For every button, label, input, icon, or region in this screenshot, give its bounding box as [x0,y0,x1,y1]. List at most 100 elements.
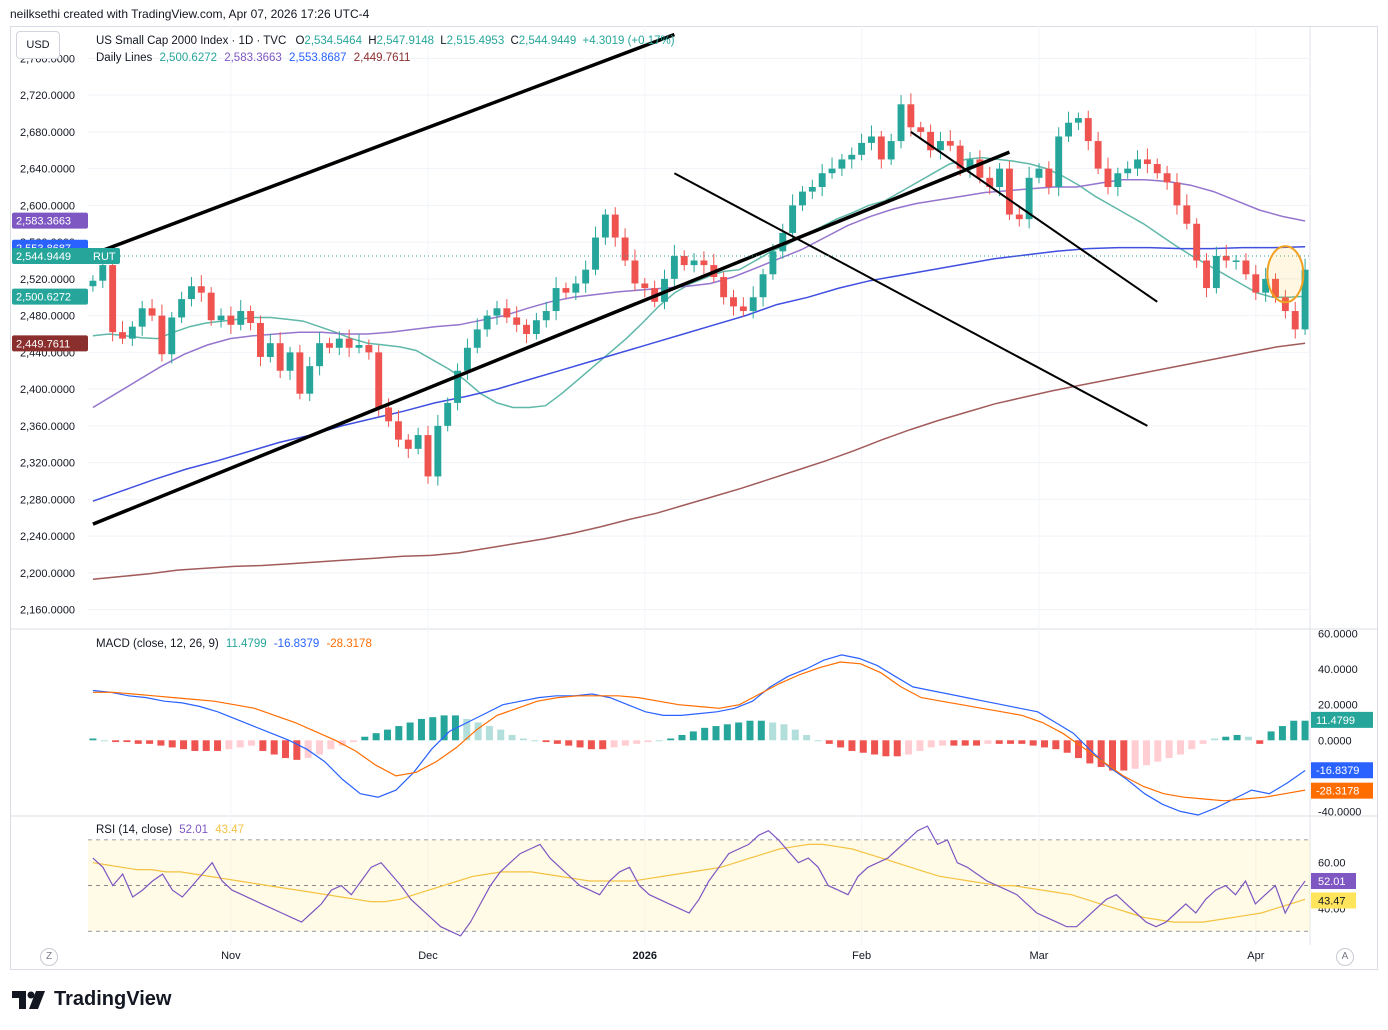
macd-histogram-bar [1244,736,1252,741]
macd-histogram-bar [633,740,641,744]
candle-body [394,421,402,440]
candle-body [730,297,737,307]
ohlc-open: 2,534.5464 [304,35,362,47]
macd-histogram-bar [1120,740,1128,771]
candle-body [1301,269,1309,330]
macd-value-tag-label: -28.3178 [1316,786,1359,798]
macd-value-tag [1311,782,1373,799]
macd-histogram-bar [225,740,233,750]
macd-histogram-bar [1176,740,1184,755]
candle-body [89,280,97,287]
macd-histogram-bar [1267,731,1275,741]
candle-body [138,308,146,327]
candle-body [1222,255,1230,261]
price-tick-label: 2,720.0000 [20,90,75,102]
macd-histogram-bar [769,722,777,741]
price-tag [12,212,88,229]
macd-histogram-bar [610,740,618,748]
rsi-legend: RSI (14, close) 52.01 43.47 [96,824,244,836]
price-tag-label: 2,583.3663 [16,216,71,228]
macd-histogram-bar [180,740,188,750]
price-tick-label: 2,400.0000 [20,384,75,396]
candle-body [877,136,885,160]
macd-histogram-bar [349,740,357,743]
macd-histogram-bar [440,715,448,741]
price-tag [12,335,88,352]
macd-histogram-bar [89,738,97,741]
price-tick-label: 2,520.0000 [20,274,75,286]
candle-body [1212,255,1220,289]
macd-histogram-bar [395,726,403,741]
price-tag [12,247,120,264]
rsi-value: 52.01 [179,824,209,836]
ohlc-close: 2,544.9449 [518,35,577,47]
candle-body [690,260,698,266]
candle-body [473,329,481,348]
candle-body [148,308,156,316]
tradingview-logo: TradingView [12,988,171,1011]
macd-histogram-bar [474,722,482,741]
price-tag-label: 2,544.9449 [16,251,71,263]
macd-histogram-bar [1301,720,1309,741]
candle-body [592,237,599,270]
macd-histogram-bar [112,740,120,743]
candle-body [1193,223,1201,261]
macd-tick-label: 40.0000 [1318,664,1358,676]
candle-body [532,320,540,334]
candle-body [197,286,205,293]
candle-body [1242,260,1250,275]
macd-tick-label: 0.0000 [1318,735,1352,747]
macd-histogram-bar [214,740,222,751]
chart-frame [10,26,1378,970]
candle-body [838,159,846,169]
candle-body [897,104,905,142]
price-tick-label: 2,280.0000 [20,494,75,506]
ma-line-50-day [92,178,1306,409]
candle-body [483,315,491,330]
macd-histogram-bar [327,740,335,750]
time-axis-label: Feb [852,950,871,962]
candle-body [335,338,343,348]
candle-body [1252,274,1260,293]
candle-body [789,205,797,233]
macd-histogram-bar [429,717,437,741]
macd-histogram-bar [1233,734,1241,741]
macd-histogram-bar [893,740,901,757]
price-legend: US Small Cap 2000 Index · 1D · TVC O2,53… [96,35,675,47]
candle-body [454,370,462,403]
price-tag-label: 2,500.6272 [16,292,71,304]
rsi-value-tag-label: 43.47 [1318,895,1346,907]
macd-histogram-bar [259,740,267,751]
candle-body [325,343,333,348]
candle-body [503,308,511,318]
ohlc-open-label: O [295,35,305,47]
auto-scale-button[interactable]: A [1336,948,1354,966]
macd-histogram-bar [961,740,969,746]
daily-lines-label: Daily Lines [96,52,153,64]
macd-histogram-bar [134,740,142,744]
macd-histogram-bar [984,740,992,744]
currency-selector[interactable]: USD [16,31,60,59]
macd-value-tag [1311,711,1373,728]
macd-histogram-bar [282,740,290,759]
daily-lines-legend: Daily Lines 2,500.6272 2,583.3663 2,553.… [96,52,410,64]
candle-body [601,214,609,238]
candle-body [1173,182,1181,206]
macd-histogram-bar [780,724,788,741]
chart-credit: neilksethi created with TradingView.com,… [10,7,370,21]
candle-body [404,439,412,449]
candle-body [414,435,422,449]
rsi-ma-value: 43.47 [215,824,245,836]
trendline-falling-upper [910,131,1158,303]
macd-histogram-bar [950,740,958,746]
candle-body [1084,118,1092,142]
macd-histogram-bar [837,740,845,748]
candle-body [552,288,560,312]
macd-histogram-bar [882,740,890,757]
candle-body [99,265,107,281]
candle-body [296,352,304,394]
zoom-reset-button[interactable]: Z [40,948,58,966]
candle-body [463,347,471,371]
candle-body [868,136,875,143]
